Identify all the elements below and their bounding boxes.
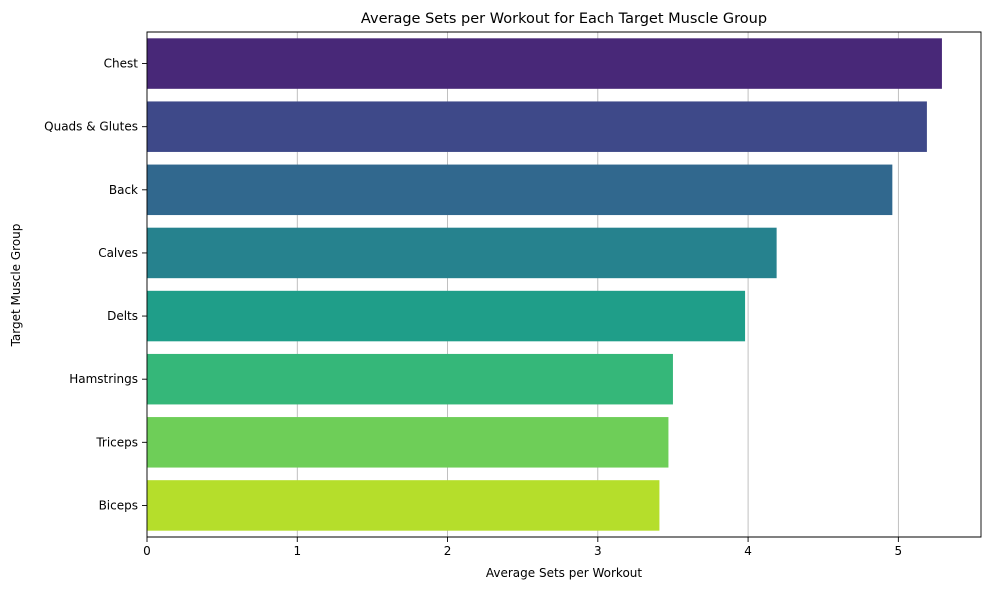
- y-tick-label-1: Quads & Glutes: [44, 120, 138, 134]
- x-tick-label-4: 4: [744, 544, 752, 558]
- bar-hamstrings: [147, 353, 673, 405]
- y-axis-ticks: Chest Quads & Glutes Back Calves Delts Hamstr…: [44, 57, 147, 512]
- y-tick-label-6: Triceps: [95, 435, 138, 449]
- plot-frame: [146, 31, 982, 538]
- y-tick-label-2: Back: [109, 183, 138, 197]
- x-axis-ticks: 0 1 2 3 4 5: [143, 537, 902, 558]
- x-tick-label-2: 2: [444, 544, 452, 558]
- bar-chest: [147, 38, 942, 89]
- y-tick-label-4: Delts: [107, 309, 138, 323]
- bar-back: [147, 164, 893, 216]
- x-tick-label-1: 1: [293, 544, 301, 558]
- x-tick-label-5: 5: [895, 544, 903, 558]
- bar-triceps: [147, 417, 669, 468]
- y-tick-label-3: Calves: [98, 246, 138, 260]
- y-axis-label: Target Muscle Group: [9, 224, 23, 348]
- y-tick-label-0: Chest: [104, 57, 139, 71]
- chart-title: Average Sets per Workout for Each Target…: [361, 11, 767, 27]
- bar-biceps: [147, 480, 660, 531]
- bars: [147, 38, 942, 531]
- x-tick-label-0: 0: [143, 544, 151, 558]
- x-tick-label-3: 3: [594, 544, 602, 558]
- y-tick-label-5: Hamstrings: [69, 372, 138, 386]
- x-axis-label: Average Sets per Workout: [486, 566, 643, 580]
- bar-calves: [147, 227, 777, 279]
- bar-quads-glutes: [147, 101, 927, 152]
- y-tick-label-7: Biceps: [99, 498, 138, 512]
- bar-delts: [147, 290, 746, 342]
- axes: [146, 31, 982, 538]
